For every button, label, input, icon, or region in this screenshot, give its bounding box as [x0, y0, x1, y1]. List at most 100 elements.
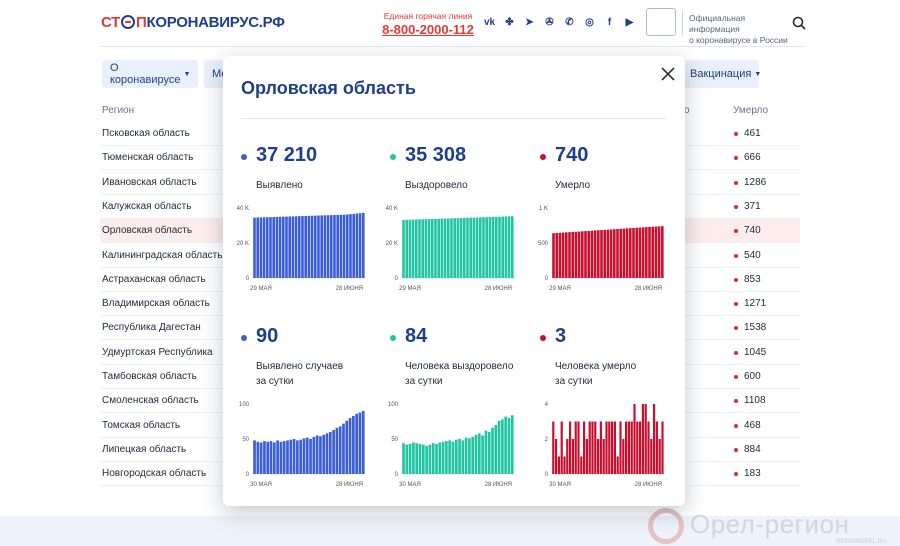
chart-bar[interactable] [323, 215, 327, 278]
chart-bar[interactable] [305, 437, 309, 474]
chart-bar[interactable] [454, 439, 458, 474]
chart-bar[interactable] [266, 441, 270, 474]
chart-bar[interactable] [272, 216, 275, 278]
chart-bar[interactable] [485, 217, 488, 278]
region-name[interactable]: Тамбовская область [102, 371, 197, 382]
chart-bar[interactable] [479, 217, 482, 278]
chart-bar[interactable] [262, 217, 266, 278]
chart-bar[interactable] [307, 215, 311, 278]
chart-bar[interactable] [625, 228, 629, 278]
chart-bar[interactable] [278, 216, 282, 278]
chart-bar[interactable] [405, 444, 409, 474]
chart-bar[interactable] [565, 232, 568, 278]
chart-bar[interactable] [498, 216, 501, 278]
chart-bar[interactable] [555, 439, 558, 474]
region-name[interactable]: Смоленская область [102, 395, 199, 407]
chart-bar[interactable] [256, 441, 260, 474]
chart-bar[interactable] [605, 421, 608, 475]
chart-bar[interactable] [286, 440, 289, 474]
chart-bar[interactable] [458, 439, 461, 474]
chart-bar[interactable] [292, 439, 296, 474]
government-emblem[interactable] [646, 8, 676, 36]
chart-bar[interactable] [654, 226, 658, 278]
chart-bar[interactable] [336, 214, 339, 278]
youtube-icon[interactable]: ▶ [625, 17, 634, 28]
chart-bar[interactable] [661, 226, 664, 278]
chart-bar[interactable] [603, 229, 606, 278]
chart-bar[interactable] [447, 218, 450, 278]
chart-bar[interactable] [507, 216, 511, 278]
chart-bar[interactable] [450, 218, 453, 278]
chart-bar[interactable] [657, 226, 661, 278]
chart-bar[interactable] [294, 216, 298, 278]
chart-bar[interactable] [464, 437, 468, 474]
chart-bar[interactable] [468, 438, 471, 474]
chart-bar[interactable] [577, 231, 581, 278]
chart-bar[interactable] [658, 439, 661, 474]
chart-bar[interactable] [616, 229, 619, 278]
chart-bar[interactable] [568, 232, 571, 278]
chart-bar[interactable] [266, 217, 269, 278]
chart-bar[interactable] [301, 216, 304, 278]
chart-bar[interactable] [481, 435, 484, 475]
search-icon[interactable] [792, 16, 806, 30]
chart-bar[interactable] [619, 421, 622, 475]
chart-bar[interactable] [648, 226, 651, 278]
chart-bar[interactable] [645, 227, 648, 278]
region-name[interactable]: Калининградская область [102, 249, 223, 261]
chart-bar[interactable] [299, 439, 303, 474]
chart-bar[interactable] [555, 232, 558, 278]
chart-bar[interactable] [590, 230, 594, 278]
chart-bar[interactable] [345, 420, 349, 474]
chart-bar[interactable] [317, 215, 320, 278]
chart-bar[interactable] [560, 421, 563, 475]
chart-bar[interactable] [282, 216, 285, 278]
chart-bar[interactable] [616, 456, 619, 475]
chart-bar[interactable] [583, 421, 586, 475]
chart-bar[interactable] [501, 419, 504, 474]
chart-bar[interactable] [412, 442, 415, 475]
region-name[interactable]: Липецкая область [102, 443, 187, 455]
chart-bar[interactable] [289, 439, 293, 474]
chart-bar[interactable] [402, 219, 405, 278]
region-name[interactable]: Республика Дагестан [102, 322, 201, 334]
chart-bar[interactable] [361, 411, 365, 474]
chart-bar[interactable] [315, 435, 319, 475]
chart-bar[interactable] [342, 214, 346, 278]
chart-bar[interactable] [441, 441, 445, 474]
chart-bar[interactable] [630, 421, 633, 475]
chart-bar[interactable] [312, 436, 316, 474]
chart-bar[interactable] [577, 421, 580, 475]
chart-bar[interactable] [310, 215, 314, 278]
chart-bar[interactable] [415, 219, 418, 278]
chart-bar[interactable] [593, 230, 597, 278]
region-name[interactable]: Новгородская область [102, 468, 207, 480]
chart-bar[interactable] [424, 219, 428, 278]
region-name[interactable]: Орловская область [102, 225, 193, 237]
chart-bar[interactable] [445, 441, 448, 474]
chart-bar[interactable] [408, 219, 412, 278]
instagram-icon[interactable]: ◎ [585, 17, 594, 28]
chart-bar[interactable] [326, 215, 330, 278]
facebook-icon[interactable]: f [607, 17, 612, 28]
chart-bar[interactable] [609, 229, 613, 278]
chart-bar[interactable] [253, 440, 256, 474]
chart-bar[interactable] [552, 421, 555, 475]
chart-bar[interactable] [510, 415, 514, 474]
ok-icon[interactable]: ✤ [505, 17, 514, 28]
chart-bar[interactable] [421, 219, 424, 278]
chart-bar[interactable] [279, 441, 283, 474]
chart-bar[interactable] [574, 231, 578, 278]
chart-bar[interactable] [302, 438, 306, 474]
chart-bar[interactable] [421, 444, 425, 474]
chart-bar[interactable] [584, 231, 587, 278]
chart-bar[interactable] [456, 218, 460, 278]
chart-bar[interactable] [362, 212, 365, 278]
chart-bar[interactable] [484, 430, 488, 474]
chart-bar[interactable] [335, 427, 339, 474]
chart-bar[interactable] [461, 440, 465, 474]
chart-bar[interactable] [597, 230, 600, 278]
chart-bar[interactable] [346, 214, 349, 278]
chart-bar[interactable] [491, 427, 494, 474]
chart-bar[interactable] [349, 214, 352, 278]
